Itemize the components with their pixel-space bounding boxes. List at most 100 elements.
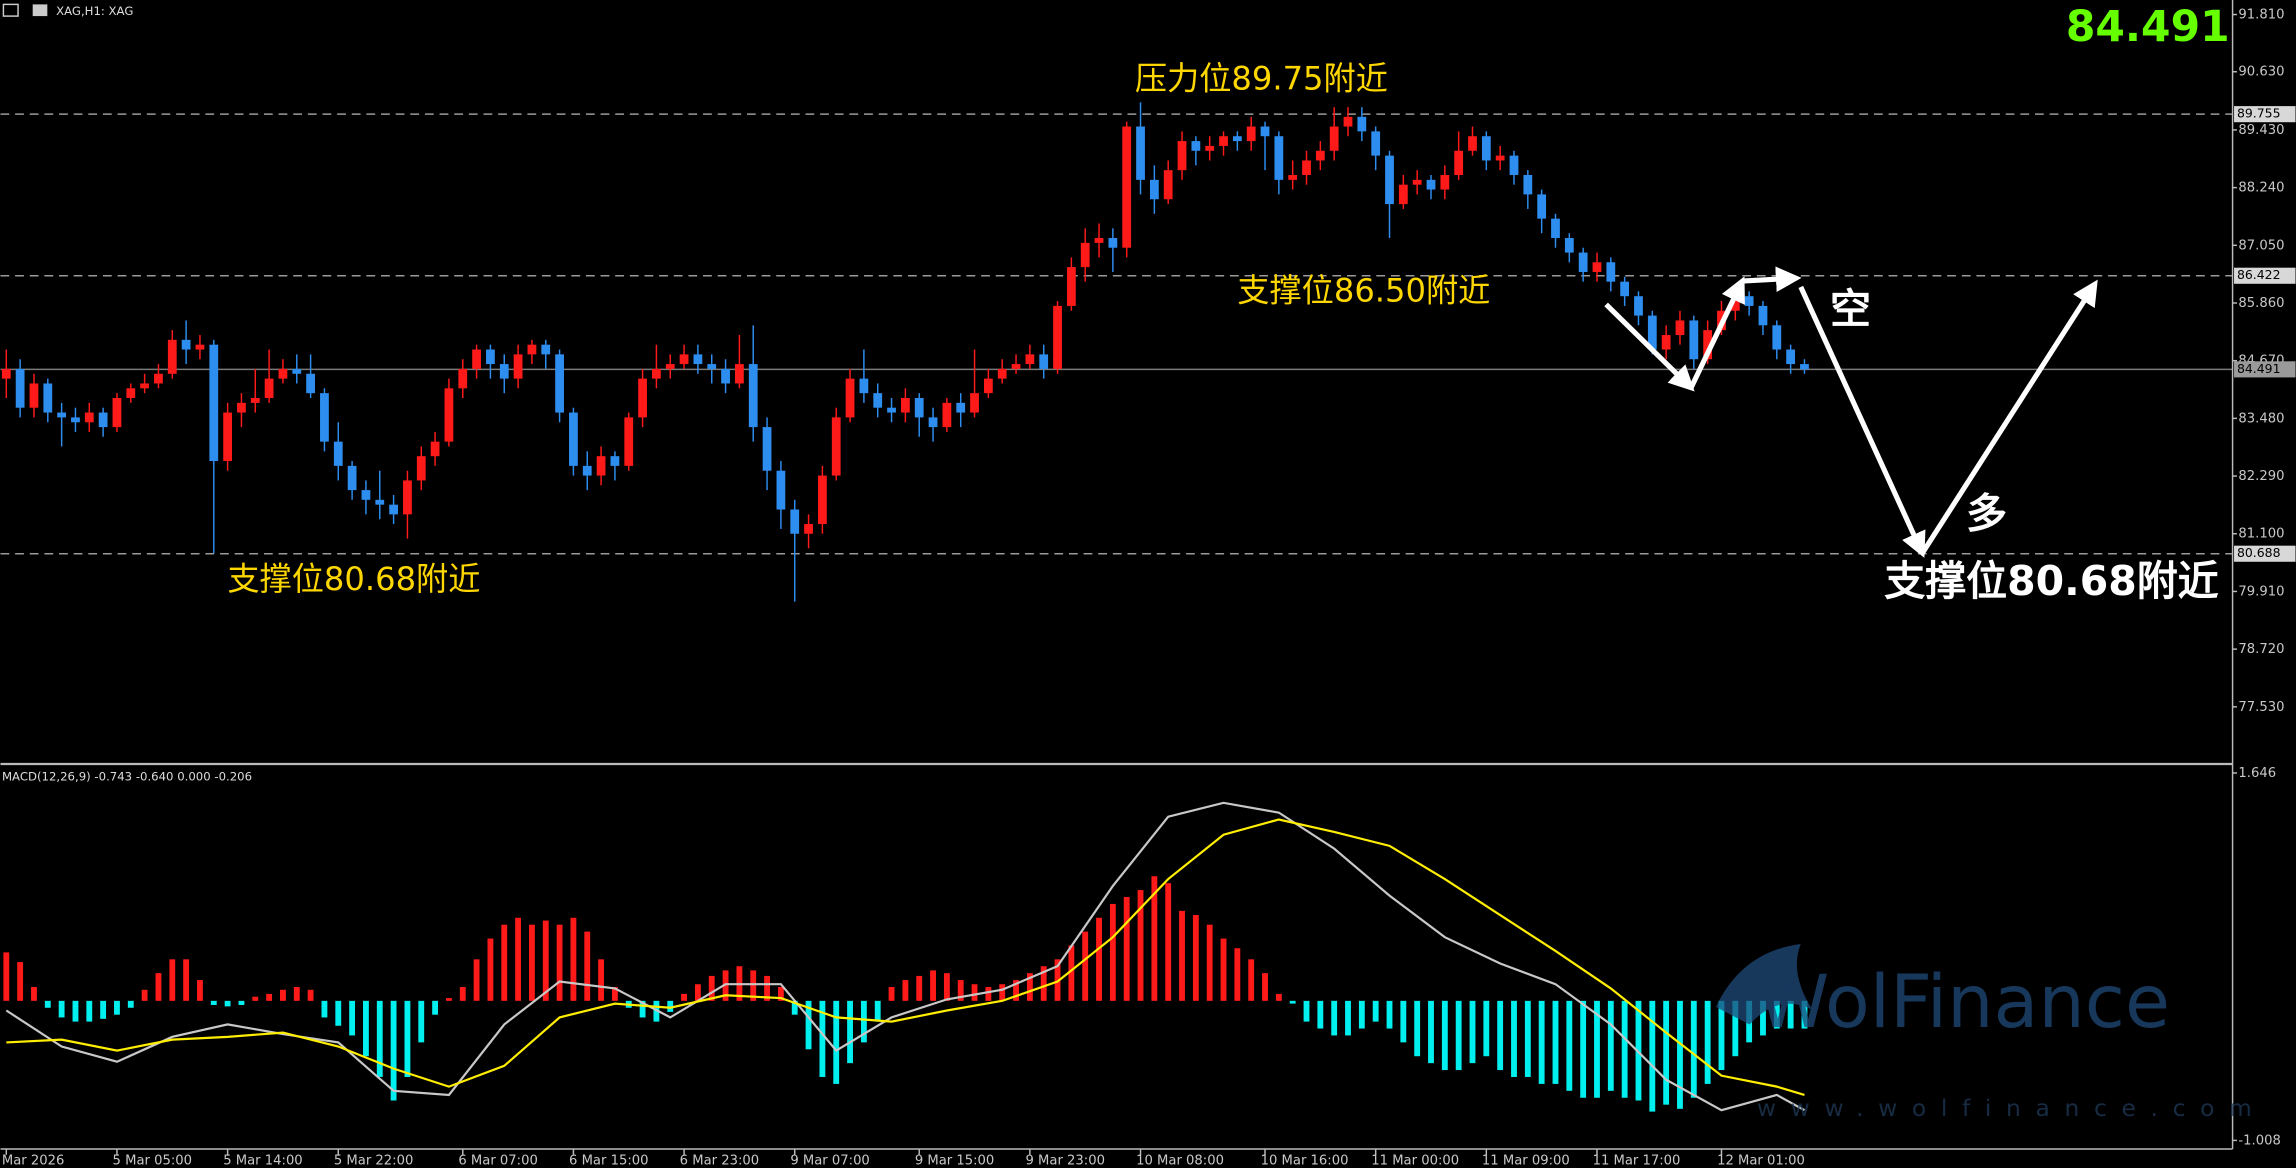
histogram-bar xyxy=(570,917,577,1001)
candle-body xyxy=(1122,126,1132,248)
candle-body xyxy=(748,364,758,428)
histogram-bar xyxy=(1469,1000,1476,1064)
candle-body xyxy=(527,344,537,355)
histogram-bar xyxy=(1400,1000,1407,1043)
macd-label: MACD(12,26,9) -0.743 -0.640 0.000 -0.206 xyxy=(2,770,252,784)
menu-icon xyxy=(2,3,19,17)
candle-body xyxy=(1011,364,1021,369)
candle-body xyxy=(804,524,813,534)
y-tick-label: 87.050 xyxy=(2238,238,2284,253)
candle-body xyxy=(472,349,481,369)
histogram-bar xyxy=(888,986,895,1001)
histogram-bar xyxy=(1704,1000,1711,1084)
histogram-bar xyxy=(598,959,605,1001)
candle-body xyxy=(873,393,883,408)
candle-body xyxy=(278,368,288,379)
arrow xyxy=(1920,279,2098,555)
candle-body xyxy=(818,475,827,525)
histogram-bar xyxy=(1248,959,1255,1001)
histogram-bar xyxy=(1386,1000,1393,1029)
candle-body xyxy=(1661,334,1671,350)
histogram-bar xyxy=(1123,897,1130,1001)
candle-body xyxy=(1260,126,1270,137)
annotation: 支撑位86.50附近 xyxy=(1237,272,1490,310)
candle-body xyxy=(416,456,426,481)
candle-body xyxy=(57,412,67,418)
histogram-bar xyxy=(1206,924,1213,1001)
candle-body xyxy=(859,378,869,394)
histogram-bar xyxy=(1428,1000,1434,1064)
histogram-bar xyxy=(1524,1000,1531,1077)
price-line-label: 86.422 xyxy=(2237,267,2281,282)
histogram-bar xyxy=(1054,959,1061,1001)
arrows xyxy=(1604,266,2098,558)
candle-body xyxy=(1440,175,1450,190)
candle-body xyxy=(1564,238,1574,253)
candle-body xyxy=(1080,242,1090,268)
histogram-bar xyxy=(1594,1000,1600,1098)
y-tick-label: 82.290 xyxy=(2238,469,2284,484)
candle-body xyxy=(181,339,191,350)
histogram-bar xyxy=(639,1000,646,1018)
y-tick-label: 83.480 xyxy=(2238,411,2284,426)
histogram-bar xyxy=(667,1000,674,1012)
annotation: 多 xyxy=(1966,490,2007,538)
histogram-bar xyxy=(1538,1000,1545,1084)
candle-body xyxy=(1302,160,1311,176)
candle-body xyxy=(956,402,966,413)
candle-body xyxy=(1703,330,1713,360)
histogram-bar xyxy=(999,984,1006,1001)
candle-body xyxy=(1426,179,1436,190)
histogram-bar xyxy=(957,980,964,1001)
histogram-bar xyxy=(1165,883,1172,1001)
candle-body xyxy=(693,354,703,365)
candle-body xyxy=(1288,175,1298,180)
candle-body xyxy=(652,368,661,379)
arrow xyxy=(1798,285,1926,558)
x-tick-label: 6 Mar 07:00 xyxy=(458,1154,537,1168)
candle-body xyxy=(983,378,993,394)
y-tick-label: 78.720 xyxy=(2238,642,2284,657)
histogram-bar xyxy=(1040,966,1047,1001)
histogram-bar xyxy=(72,1000,79,1022)
histogram-bar xyxy=(528,924,535,1001)
histogram-bar xyxy=(777,986,784,1001)
x-tick-label: 5 Mar 14:00 xyxy=(223,1154,302,1168)
histogram-bar xyxy=(1441,1000,1448,1071)
candle-body xyxy=(71,417,80,423)
candle-body xyxy=(154,373,163,384)
histogram-bar xyxy=(764,975,770,1001)
candle-body xyxy=(264,378,274,399)
histogram-bar xyxy=(127,1000,134,1008)
candle-body xyxy=(1481,136,1491,161)
histogram-bar xyxy=(1096,917,1102,1001)
histogram-bar xyxy=(542,920,549,1001)
x-tick-label: 11 Mar 17:00 xyxy=(1593,1154,1681,1168)
histogram-bar xyxy=(197,980,203,1001)
candle-body xyxy=(195,344,205,350)
histogram-bar xyxy=(1317,1000,1324,1029)
histogram-bar xyxy=(335,1000,342,1026)
histogram-bar xyxy=(1580,1000,1587,1098)
candle-body xyxy=(1537,194,1547,219)
candle-body xyxy=(555,354,564,413)
histogram-bar xyxy=(1732,1000,1739,1057)
candle-body xyxy=(707,364,717,369)
annotation: 支撑位80.68附近 xyxy=(1884,557,2218,605)
histogram-bar xyxy=(307,989,314,1001)
histogram-bar xyxy=(1345,1000,1351,1036)
arrow xyxy=(1688,276,1745,389)
histogram-bar xyxy=(1068,945,1075,1001)
histogram-bar xyxy=(1109,903,1116,1001)
histogram-bar xyxy=(874,1000,881,1022)
candle-body xyxy=(900,398,910,413)
candle-body xyxy=(1163,170,1173,200)
candle-body xyxy=(126,388,136,399)
candle-body xyxy=(403,480,412,515)
candle-body xyxy=(679,354,689,365)
histogram-bar xyxy=(515,917,522,1001)
histogram-bar xyxy=(1801,1000,1808,1029)
candle-body xyxy=(223,412,233,462)
